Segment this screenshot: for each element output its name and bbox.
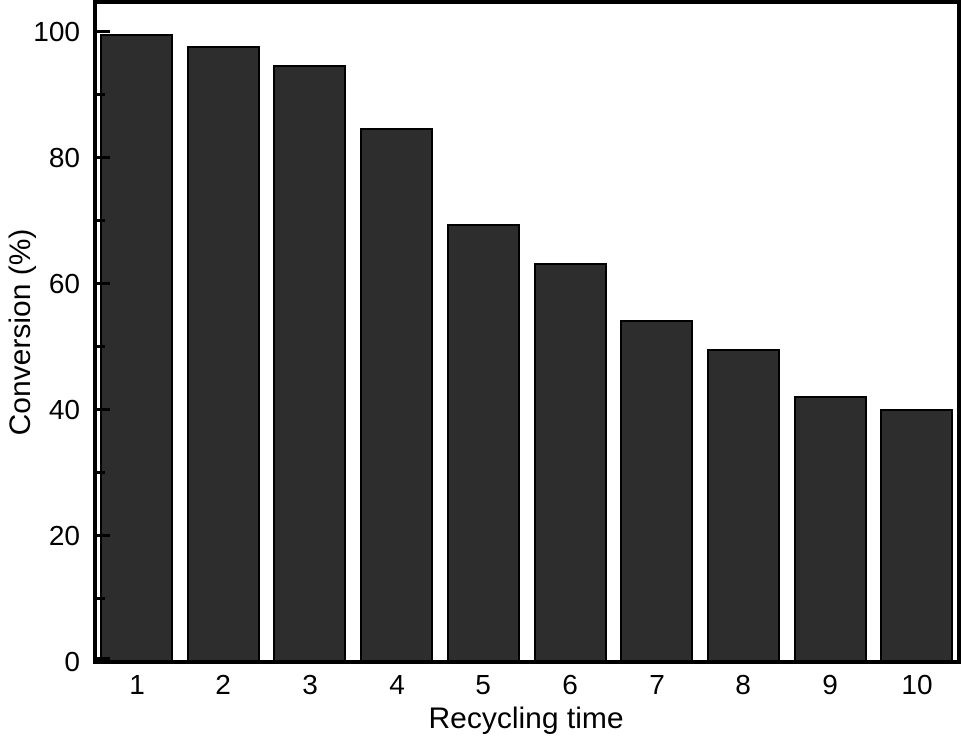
x-axis-title: Recycling time bbox=[428, 702, 624, 735]
bar-8 bbox=[707, 349, 780, 660]
bar-9 bbox=[794, 396, 867, 660]
bar-2 bbox=[187, 46, 260, 660]
bar-6 bbox=[534, 263, 607, 660]
bar-4 bbox=[360, 128, 433, 660]
y-tick-minor-90 bbox=[97, 93, 105, 96]
bar-7 bbox=[620, 320, 693, 660]
x-tick-label-10: 10 bbox=[901, 669, 933, 700]
y-tick-minor-30 bbox=[97, 471, 105, 474]
y-tick-label-20: 20 bbox=[48, 520, 80, 551]
plot-inner bbox=[97, 4, 957, 660]
bar-5 bbox=[447, 224, 520, 660]
y-tick-major-20 bbox=[97, 534, 110, 537]
y-tick-major-0 bbox=[97, 657, 110, 660]
y-tick-label-60: 60 bbox=[48, 268, 80, 299]
y-tick-label-0: 0 bbox=[64, 646, 80, 677]
y-tick-minor-10 bbox=[97, 597, 105, 600]
bar-1 bbox=[100, 34, 173, 660]
x-tick-label-6: 6 bbox=[562, 669, 578, 700]
y-tick-major-40 bbox=[97, 408, 110, 411]
x-tick-label-4: 4 bbox=[389, 669, 405, 700]
y-tick-minor-50 bbox=[97, 345, 105, 348]
y-tick-label-80: 80 bbox=[48, 142, 80, 173]
x-tick-label-7: 7 bbox=[649, 669, 665, 700]
x-tick-label-5: 5 bbox=[475, 669, 491, 700]
bar-3 bbox=[273, 65, 346, 660]
y-tick-label-100: 100 bbox=[33, 16, 80, 47]
bar-10 bbox=[880, 409, 953, 660]
x-tick-label-2: 2 bbox=[215, 669, 231, 700]
y-tick-major-80 bbox=[97, 156, 110, 159]
plot-area bbox=[93, 0, 961, 664]
x-tick-label-8: 8 bbox=[735, 669, 751, 700]
x-tick-label-3: 3 bbox=[302, 669, 318, 700]
y-tick-major-60 bbox=[97, 282, 110, 285]
y-tick-minor-70 bbox=[97, 219, 105, 222]
y-tick-major-100 bbox=[97, 30, 110, 33]
x-tick-label-9: 9 bbox=[822, 669, 838, 700]
x-tick-label-1: 1 bbox=[129, 669, 145, 700]
y-tick-label-40: 40 bbox=[48, 394, 80, 425]
